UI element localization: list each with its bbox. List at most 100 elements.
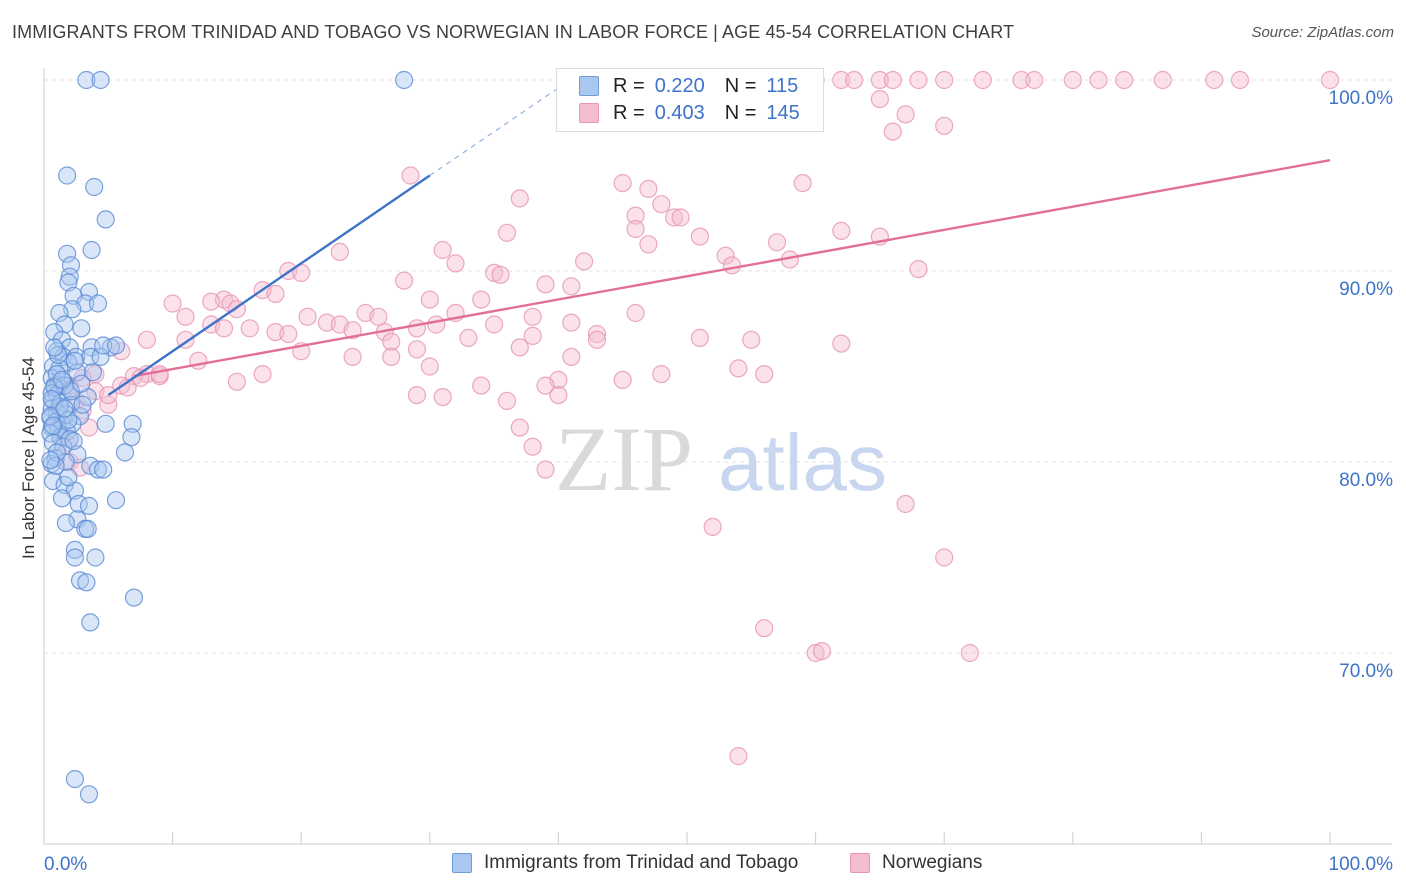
data-point-norwegians <box>639 235 658 254</box>
data-point-norwegians <box>112 342 131 361</box>
chart-title: IMMIGRANTS FROM TRINIDAD AND TOBAGO VS N… <box>12 22 1015 42</box>
data-point-trinidad <box>78 519 97 539</box>
data-point-trinidad <box>56 513 76 533</box>
data-point-norwegians <box>639 179 658 198</box>
data-point-norwegians <box>176 307 195 326</box>
data-point-trinidad <box>83 363 103 382</box>
data-point-norwegians <box>935 548 954 567</box>
data-point-norwegians <box>407 386 426 405</box>
y-tick-label: 80.0% <box>1339 470 1393 491</box>
axis-labels: 70.0% 80.0% 90.0% 100.0% 0.0% 100.0% In Labor … <box>19 88 1393 875</box>
watermark-atlas: atlas <box>718 418 887 507</box>
data-point-trinidad <box>59 468 78 487</box>
data-point-norwegians <box>491 265 510 284</box>
data-point-norwegians <box>1025 70 1044 90</box>
data-point-trinidad <box>88 460 108 479</box>
data-point-norwegians <box>472 290 491 309</box>
legend-swatch-pink <box>579 103 599 123</box>
data-point-norwegians <box>395 271 414 290</box>
data-point-norwegians <box>330 242 349 261</box>
data-point-trinidad <box>43 472 63 491</box>
data-point-norwegians <box>1320 70 1340 90</box>
legend-swatch-blue <box>579 76 599 96</box>
data-point-trinidad <box>45 338 64 357</box>
data-point-trinidad <box>45 323 64 342</box>
data-point-trinidad <box>70 571 90 590</box>
legend-r-value: 0.220 <box>654 74 705 97</box>
watermark: ZIP atlas <box>555 408 887 510</box>
data-point-norwegians <box>343 347 362 366</box>
data-point-norwegians <box>626 303 645 323</box>
y-tick-label: 100.0% <box>1329 88 1394 109</box>
data-point-trinidad <box>57 244 77 263</box>
data-point-norwegians <box>671 208 690 227</box>
data-point-norwegians <box>574 252 594 271</box>
data-point-norwegians <box>755 365 774 384</box>
data-point-norwegians <box>690 227 710 246</box>
data-point-trinidad <box>79 496 99 515</box>
data-point-norwegians <box>189 351 208 370</box>
data-point-norwegians <box>562 347 581 366</box>
data-point-norwegians <box>549 386 568 405</box>
data-point-norwegians <box>690 328 710 347</box>
data-point-norwegians <box>935 116 954 135</box>
data-point-norwegians <box>1012 70 1031 90</box>
data-point-trinidad <box>96 414 115 433</box>
data-point-trinidad <box>123 414 142 433</box>
data-point-norwegians <box>523 307 542 326</box>
data-point-norwegians <box>382 332 401 351</box>
correlation-legend: R = 0.220 N = 115 R = 0.403 N = 145 <box>556 68 824 132</box>
data-point-trinidad <box>70 407 90 426</box>
data-point-trinidad <box>106 491 126 510</box>
data-point-norwegians <box>960 643 980 663</box>
data-point-norwegians <box>401 166 420 185</box>
data-point-norwegians <box>279 324 298 344</box>
data-point-norwegians <box>240 319 259 338</box>
bottom-legend-label-trinidad: Immigrants from Trinidad and Tobago <box>484 852 799 873</box>
data-point-norwegians <box>536 275 555 294</box>
data-point-norwegians <box>407 340 426 359</box>
data-point-trinidad <box>106 336 126 355</box>
data-point-norwegians <box>562 277 581 296</box>
data-point-norwegians <box>485 263 504 282</box>
x-tick-label-right: 100.0% <box>1329 854 1394 875</box>
legend-row-norwegians: R = 0.403 N = 145 <box>579 100 800 126</box>
data-point-norwegians <box>60 452 79 472</box>
data-point-norwegians <box>433 388 452 407</box>
legend-n-value: 145 <box>766 101 800 124</box>
data-point-norwegians <box>523 326 542 345</box>
data-point-trinidad <box>88 294 108 313</box>
data-point-norwegians <box>812 641 832 661</box>
data-point-norwegians <box>253 365 272 384</box>
data-point-trinidad <box>52 370 72 389</box>
data-point-trinidad <box>65 769 85 789</box>
bottom-legend-norwegians: Norwegians <box>850 852 982 874</box>
data-point-norwegians <box>497 391 517 410</box>
data-point-trinidad <box>79 785 99 804</box>
axes-layer <box>43 68 1392 845</box>
data-point-norwegians <box>626 206 645 225</box>
data-point-norwegians <box>202 292 221 311</box>
data-point-norwegians <box>845 70 864 90</box>
data-point-trinidad <box>41 451 60 470</box>
data-point-trinidad <box>96 210 115 229</box>
data-point-norwegians <box>664 208 684 227</box>
chart-source: Source: ZipAtlas.com <box>1251 24 1394 41</box>
data-point-trinidad <box>60 267 79 286</box>
trendline-norwegians <box>133 159 1331 378</box>
trendline-trinidad <box>107 174 431 397</box>
data-point-norwegians <box>343 321 362 340</box>
data-point-norwegians <box>407 319 426 338</box>
legend-n-label: N = <box>724 74 757 97</box>
y-axis-title: In Labor Force | Age 45-54 <box>19 357 38 559</box>
data-point-norwegians <box>472 376 491 395</box>
legend-n-value: 115 <box>766 74 799 97</box>
data-point-norwegians <box>613 370 632 389</box>
data-point-norwegians <box>652 195 671 214</box>
data-point-trinidad <box>73 395 92 414</box>
x-tick-label-left: 0.0% <box>44 854 87 875</box>
bottom-legend-swatch-blue <box>452 853 472 873</box>
data-point-norwegians <box>703 517 722 537</box>
data-point-trinidad <box>91 70 110 90</box>
